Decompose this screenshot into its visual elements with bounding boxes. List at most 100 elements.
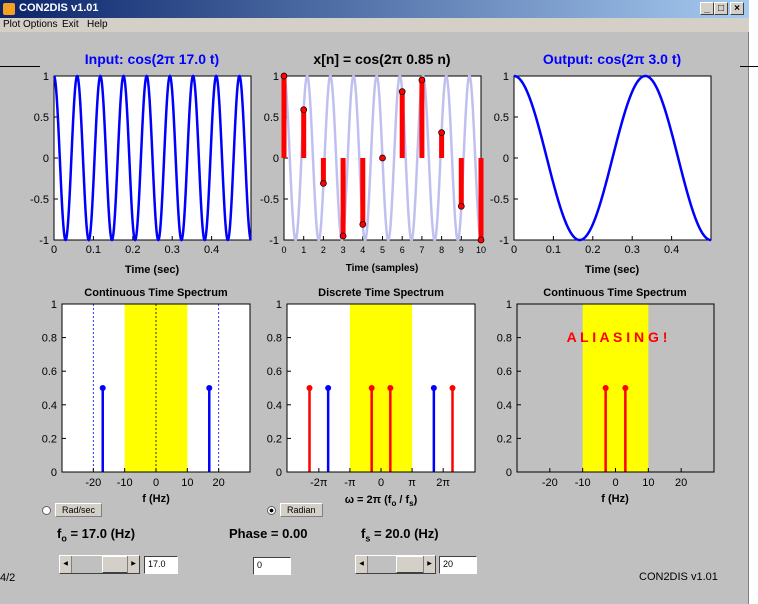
plot-title-ct-in: Continuous Time Spectrum <box>84 287 228 299</box>
x-tick-label: π <box>408 477 416 489</box>
y-tick-label: 0.5 <box>264 112 279 124</box>
version-label: CON2DIS v1.01 <box>639 571 718 583</box>
ticks-ct-out: -20 -10 0 10 20 0 0.2 0.4 0.6 0.8 1 <box>497 299 688 489</box>
series-output <box>513 74 712 242</box>
x-tick-label: 3 <box>341 245 346 255</box>
y-tick-label: -0.5 <box>260 194 279 206</box>
spectrum-stem-head <box>387 385 394 391</box>
sample-point <box>320 179 327 187</box>
y-tick-label: 0.4 <box>267 400 282 412</box>
x-tick-label: 0 <box>612 477 618 489</box>
fs-input[interactable]: 20 <box>439 556 477 574</box>
x-tick-label: 10 <box>181 477 193 489</box>
sample-point <box>339 232 347 240</box>
x-tick-label: 1 <box>301 245 306 255</box>
x-tick-label: 0.2 <box>585 244 600 256</box>
y-tick-label: 0.6 <box>497 366 512 378</box>
sample-point <box>300 106 308 114</box>
xlabel-ct-in: f (Hz) <box>142 493 170 505</box>
left-arrow-icon[interactable]: ◀ <box>60 556 72 573</box>
y-tick-label: 0.8 <box>267 333 282 345</box>
x-tick-label: 10 <box>476 245 486 255</box>
ticks-dt: -2π -π 0 π 2π 0 0.2 0.4 0.6 0.8 1 <box>267 299 451 489</box>
right-arrow-icon[interactable]: ▶ <box>127 556 139 573</box>
y-tick-label: 0 <box>506 467 512 479</box>
fs-slider[interactable]: ◀ ▶ <box>355 555 436 574</box>
left-arrow-icon[interactable]: ◀ <box>356 556 368 573</box>
slide-rule-right <box>740 66 758 67</box>
title-bar[interactable]: CON2DIS v1.01 _ □ × <box>0 0 749 18</box>
x-tick-label: 0.3 <box>165 244 180 256</box>
x-tick-label: 0 <box>153 477 159 489</box>
plot-title-dt: Discrete Time Spectrum <box>318 287 444 299</box>
plot-ct-spectrum-out: Continuous Time Spectrum f (Hz) -20 -10 0 1… <box>497 287 715 505</box>
xlabel-discrete: Time (samples) <box>346 263 419 274</box>
fo-label: fo = 17.0 (Hz) <box>57 526 136 544</box>
fo-slider[interactable]: ◀ ▶ <box>59 555 140 574</box>
window-title: CON2DIS v1.01 <box>19 2 99 14</box>
x-tick-label: 7 <box>419 245 424 255</box>
x-tick-label: -20 <box>542 477 558 489</box>
sample-point <box>379 154 386 162</box>
x-tick-label: 0 <box>51 244 57 256</box>
x-tick-label: -π <box>344 477 356 489</box>
maximize-icon: □ <box>717 3 725 14</box>
xlabel-ct-out: f (Hz) <box>601 493 629 505</box>
sample-point <box>359 220 367 228</box>
sample-point <box>280 72 288 80</box>
y-tick-label: -0.5 <box>30 194 49 206</box>
menu-plot-options[interactable]: Plot Options <box>3 19 58 30</box>
plot-input: Input: cos(2π 17.0 t) Time (sec) 0 0.1 0.2… <box>30 51 252 276</box>
plot-title-input: Input: cos(2π 17.0 t) <box>85 51 219 67</box>
fs-slider-thumb[interactable] <box>396 556 426 573</box>
sample-point <box>398 88 406 96</box>
ticks-input: 0 0.1 0.2 0.3 0.4 1 0.5 0 -0.5 -1 <box>30 71 219 256</box>
radio-rad-sec[interactable]: Rad/sec <box>42 503 103 517</box>
menu-exit[interactable]: Exit <box>62 19 79 30</box>
x-tick-label: -2π <box>310 477 328 489</box>
series-ct-out-stems <box>602 385 629 472</box>
ticks-ct-in: -20 -10 0 10 20 0 0.2 0.4 0.6 0.8 1 <box>42 299 225 489</box>
sample-point <box>457 202 465 210</box>
y-tick-label: -1 <box>39 235 49 247</box>
y-tick-label: -0.5 <box>490 194 509 206</box>
right-arrow-icon[interactable]: ▶ <box>423 556 435 573</box>
xlabel-dt: ω = 2π (fo / fs) <box>345 494 418 508</box>
x-tick-label: 0.1 <box>86 244 101 256</box>
x-tick-label: 6 <box>400 245 405 255</box>
x-tick-label: 10 <box>642 477 654 489</box>
menu-help[interactable]: Help <box>87 19 108 30</box>
plot-area: Input: cos(2π 17.0 t) Time (sec) 0 0.1 0.2… <box>30 51 715 508</box>
y-tick-label: 0 <box>43 153 49 165</box>
radio-label-radian: Radian <box>280 503 323 517</box>
ticks-output: 0 0.1 0.2 0.3 0.4 1 0.5 0 -0.5 -1 <box>490 71 679 256</box>
fs-label: fs = 20.0 (Hz) <box>361 526 439 544</box>
plot-title-ct-out: Continuous Time Spectrum <box>543 287 687 299</box>
y-tick-label: 0 <box>503 153 509 165</box>
radio-dot-rad-sec <box>42 505 51 515</box>
plot-dt-spectrum: Discrete Time Spectrum ω = 2π (fo / fs) … <box>267 287 476 508</box>
x-tick-label: -20 <box>85 477 101 489</box>
radio-label-rad-sec: Rad/sec <box>55 503 103 517</box>
minimize-icon: _ <box>704 3 710 14</box>
close-button[interactable]: × <box>730 2 744 15</box>
phase-input[interactable]: 0 <box>253 557 291 575</box>
x-tick-label: 0.1 <box>546 244 561 256</box>
y-tick-label: 1 <box>43 71 49 83</box>
radio-radian[interactable]: Radian <box>267 503 323 517</box>
x-tick-label: 0 <box>511 244 517 256</box>
y-tick-label: 1 <box>503 71 509 83</box>
spectrum-stem-head <box>602 385 609 391</box>
ticks-discrete: 0 1 2 3 4 5 6 7 8 9 10 1 0.5 0 -0.5 -1 <box>260 71 486 255</box>
y-tick-label: 0 <box>273 153 279 165</box>
minimize-button[interactable]: _ <box>700 2 714 15</box>
maximize-button[interactable]: □ <box>714 2 728 15</box>
y-tick-label: 0.8 <box>497 333 512 345</box>
spectrum-stem-head <box>449 385 456 391</box>
x-tick-label: -10 <box>117 477 133 489</box>
sample-point <box>438 129 445 137</box>
slide-rule-left <box>0 66 40 67</box>
spectrum-stem-head <box>206 385 213 391</box>
fo-input[interactable]: 17.0 <box>144 556 178 574</box>
